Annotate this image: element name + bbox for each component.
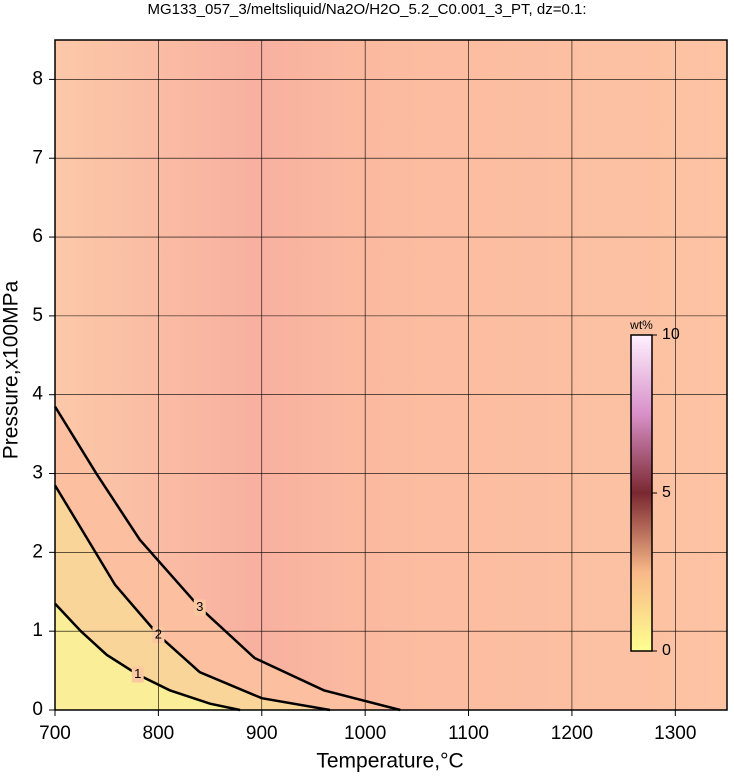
colorbar: wt% 0 5 10 — [629, 318, 680, 659]
y-tick-label: 6 — [32, 226, 43, 247]
plot-frame — [54, 39, 728, 711]
colorbar-tick-label: 10 — [662, 326, 680, 343]
y-tick-label: 7 — [32, 147, 43, 168]
y-tick-label: 1 — [32, 620, 43, 641]
x-tick-label: 1300 — [654, 723, 696, 744]
contour-label: 3 — [196, 599, 203, 614]
y-axis-label: Pressure,x100MPa — [0, 280, 23, 459]
colorbar-tick-label: 0 — [662, 642, 671, 659]
colorbar-tick-label: 5 — [662, 484, 671, 501]
x-tick-label: 1000 — [344, 723, 386, 744]
contour-label-bg — [131, 666, 144, 683]
x-tick-label: 1200 — [551, 723, 593, 744]
y-tick-label: 4 — [32, 384, 43, 405]
x-axis-label: Temperature,°C — [316, 750, 463, 773]
y-tick-label: 5 — [32, 305, 43, 326]
chart-title: MG133_057_3/meltsliquid/Na2O/H2O_5.2_C0.… — [147, 1, 586, 18]
y-tick-label: 3 — [32, 463, 43, 484]
contour-fill — [55, 485, 331, 710]
x-tick-label: 1100 — [448, 723, 489, 744]
y-tick-label: 0 — [32, 699, 43, 720]
x-tick-label: 900 — [246, 723, 278, 744]
y-tick-label: 2 — [32, 541, 43, 562]
y-tick-label: 8 — [32, 68, 43, 89]
x-tick-label: 700 — [39, 723, 71, 744]
x-tick-label: 800 — [143, 723, 175, 744]
contour-fill — [55, 603, 241, 710]
contour-label-bg — [193, 599, 206, 616]
colorbar-label: wt% — [629, 318, 653, 332]
contour-label: 1 — [134, 666, 141, 681]
plot-area: 321 — [53, 39, 728, 712]
colorbar-scale — [630, 334, 653, 652]
